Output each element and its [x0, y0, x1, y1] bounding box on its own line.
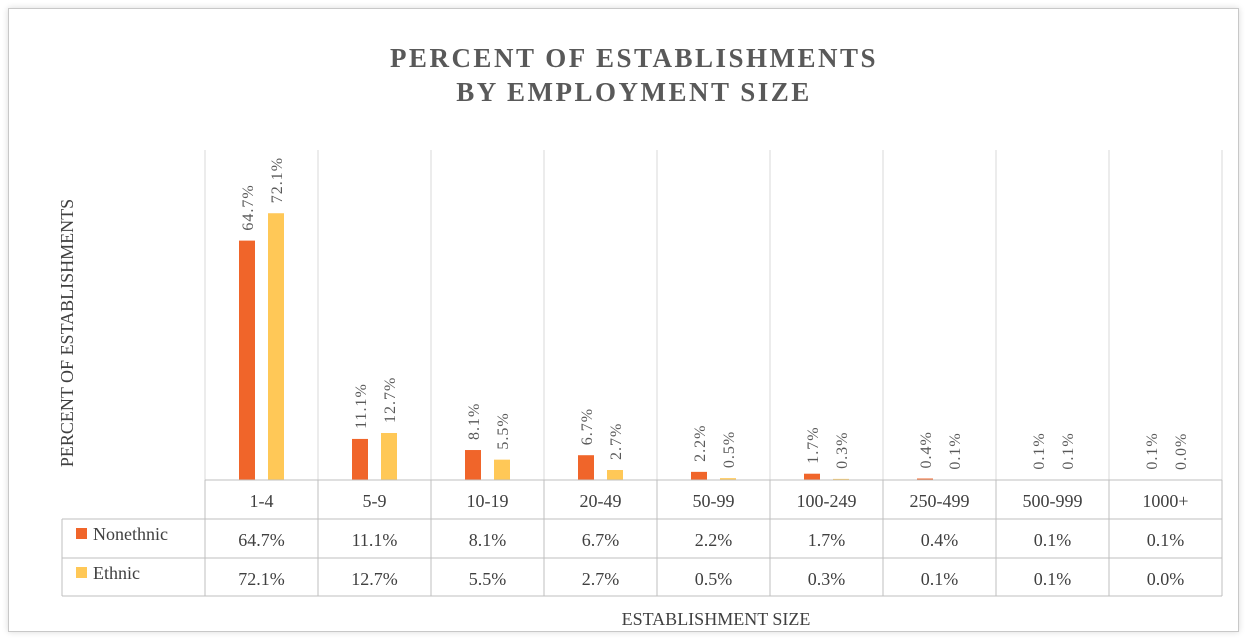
data-label: 2.2%	[692, 425, 709, 462]
table-cell: 0.3%	[808, 569, 846, 589]
bar	[268, 213, 284, 481]
bars-layer	[239, 213, 1159, 481]
bar	[494, 459, 510, 480]
bar	[607, 470, 623, 480]
bar	[833, 478, 849, 480]
data-label: 0.1%	[1144, 432, 1161, 469]
x-axis-title: ESTABLISHMENT SIZE	[622, 609, 811, 629]
bar	[691, 471, 707, 480]
data-label: 11.1%	[353, 383, 370, 429]
table-cell: 0.1%	[1034, 530, 1072, 550]
table-cell: 0.1%	[1147, 530, 1185, 550]
data-label: 0.3%	[834, 432, 851, 469]
legend-label: Nonethnic	[93, 524, 168, 544]
table-cell: 2.2%	[695, 530, 733, 550]
x-tick-label: 5-9	[363, 491, 387, 511]
legend-key	[76, 528, 87, 539]
table-cell: 1.7%	[808, 530, 846, 550]
y-axis-title: PERCENT OF ESTABLISHMENTS	[57, 199, 77, 467]
x-tick-label: 250-499	[910, 491, 970, 511]
bar	[917, 478, 933, 480]
table-cell: 0.5%	[695, 569, 733, 589]
data-label: 5.5%	[495, 412, 512, 449]
x-tick-label: 1000+	[1142, 491, 1188, 511]
data-label: 0.0%	[1173, 433, 1190, 470]
table-cell: 0.0%	[1147, 569, 1185, 589]
data-label: 0.5%	[721, 431, 738, 468]
data-label: 8.1%	[466, 403, 483, 440]
table-cell: 11.1%	[352, 530, 398, 550]
bar	[720, 478, 736, 480]
table-cell: 0.1%	[921, 569, 959, 589]
data-label: 64.7%	[240, 184, 257, 230]
legend-label: Ethnic	[93, 563, 140, 583]
x-tick-label: 1-4	[250, 491, 274, 511]
data-table: 1-4 64.7% 72.1% 5-9 11.1% 12.7% 10-19 8.1% 5.5% 2…	[61, 479, 1223, 597]
bar	[804, 473, 820, 480]
x-tick-label: 50-99	[693, 491, 735, 511]
data-label: 0.1%	[1060, 432, 1077, 469]
bar	[578, 455, 594, 480]
data-label: 0.4%	[918, 431, 935, 468]
data-label: 12.7%	[382, 377, 399, 423]
table-cell: 5.5%	[469, 569, 507, 589]
bar	[239, 240, 255, 480]
table-cell: 8.1%	[469, 530, 507, 550]
bar	[465, 450, 481, 480]
data-label: 2.7%	[608, 423, 625, 460]
grid-lines	[204, 150, 1223, 480]
table-cell: 0.4%	[921, 530, 959, 550]
table-cell: 2.7%	[582, 569, 620, 589]
chart-frame	[8, 8, 1239, 632]
data-label: 1.7%	[805, 426, 822, 463]
data-label: 0.1%	[947, 432, 964, 469]
data-label: 0.1%	[1031, 432, 1048, 469]
table-cell: 72.1%	[238, 569, 285, 589]
table-cell: 64.7%	[238, 530, 285, 550]
chart-title-line-1: PERCENT OF ESTABLISHMENTS	[390, 43, 878, 73]
table-cell: 6.7%	[582, 530, 620, 550]
chart-title-line-2: BY EMPLOYMENT SIZE	[456, 77, 812, 107]
legend-key	[76, 567, 87, 578]
data-label: 72.1%	[269, 157, 286, 203]
x-tick-label: 10-19	[467, 491, 509, 511]
x-tick-label: 100-249	[797, 491, 857, 511]
data-labels-layer: 64.7% 72.1% 11.1% 12.7% 8.1% 5.5% 6.7% 2.7% 2.2%…	[240, 157, 1190, 470]
bar	[352, 438, 368, 480]
x-tick-label: 500-999	[1023, 491, 1083, 511]
data-label: 6.7%	[579, 408, 596, 445]
x-tick-label: 20-49	[580, 491, 622, 511]
table-cell: 0.1%	[1034, 569, 1072, 589]
bar	[381, 433, 397, 480]
table-cell: 12.7%	[351, 569, 398, 589]
